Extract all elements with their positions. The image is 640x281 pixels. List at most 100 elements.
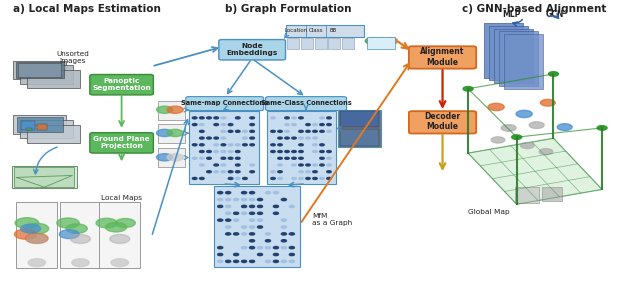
Circle shape [236,137,240,139]
Circle shape [271,177,275,180]
Circle shape [597,126,607,130]
Circle shape [226,233,230,235]
Circle shape [273,219,278,221]
Text: Local Maps: Local Maps [101,195,142,201]
Circle shape [282,219,287,221]
Circle shape [306,117,310,119]
Circle shape [228,124,233,126]
Circle shape [306,124,310,126]
Text: MfM
as a Graph: MfM as a Graph [312,213,353,226]
Circle shape [218,192,223,194]
Circle shape [218,233,223,235]
Circle shape [200,124,204,126]
Circle shape [234,260,239,262]
Circle shape [26,233,48,243]
Circle shape [228,144,233,146]
Circle shape [243,117,247,119]
Circle shape [292,130,296,132]
Circle shape [271,130,275,132]
Circle shape [226,212,230,214]
Circle shape [313,171,317,173]
Circle shape [289,233,294,235]
Bar [342,38,354,49]
Circle shape [257,233,262,235]
Circle shape [299,117,303,119]
Circle shape [273,205,278,208]
Circle shape [278,124,282,126]
Circle shape [320,117,324,119]
Circle shape [306,151,310,153]
Circle shape [299,171,303,173]
Circle shape [214,117,218,119]
Circle shape [207,137,211,139]
Circle shape [193,144,197,146]
Circle shape [271,117,275,119]
Circle shape [257,192,262,194]
Circle shape [257,219,262,221]
Circle shape [243,164,247,166]
Circle shape [228,157,233,159]
Circle shape [257,205,262,208]
Circle shape [374,38,389,44]
Circle shape [289,205,294,208]
Circle shape [236,157,240,159]
Circle shape [226,240,230,242]
Circle shape [488,103,504,111]
Circle shape [306,144,310,146]
Circle shape [226,246,230,249]
Text: Panoptic
Segmentation: Panoptic Segmentation [92,78,151,91]
Bar [340,111,379,127]
Text: Node
Embeddings: Node Embeddings [226,43,278,56]
Circle shape [241,240,246,242]
FancyBboxPatch shape [266,97,347,111]
Bar [158,101,184,119]
Circle shape [241,253,246,256]
Circle shape [292,171,296,173]
Circle shape [266,192,271,194]
Circle shape [15,218,38,228]
Circle shape [243,171,247,173]
Circle shape [266,246,271,249]
Circle shape [234,205,239,208]
Circle shape [200,177,204,180]
Circle shape [226,198,230,201]
Circle shape [226,205,230,208]
Circle shape [218,260,223,262]
Circle shape [327,130,332,132]
Circle shape [273,260,278,262]
Circle shape [273,192,278,194]
Circle shape [228,130,233,132]
Circle shape [292,157,296,159]
Circle shape [320,124,324,126]
Circle shape [327,117,332,119]
Circle shape [214,144,218,146]
Bar [504,34,543,89]
Circle shape [241,246,246,249]
Circle shape [282,226,287,228]
Circle shape [282,260,287,262]
Circle shape [313,157,317,159]
Circle shape [214,151,218,153]
FancyBboxPatch shape [219,40,285,60]
Circle shape [273,233,278,235]
Circle shape [218,212,223,214]
Circle shape [257,253,262,256]
Circle shape [207,130,211,132]
Circle shape [167,129,183,137]
Circle shape [278,117,282,119]
Bar [99,202,140,268]
Circle shape [234,253,239,256]
Circle shape [250,177,255,180]
Circle shape [207,157,211,159]
Circle shape [226,226,230,228]
Bar [15,62,64,78]
Circle shape [226,260,230,262]
Circle shape [491,137,505,143]
Circle shape [266,233,271,235]
Circle shape [327,144,332,146]
Circle shape [306,177,310,180]
Circle shape [207,124,211,126]
Circle shape [193,164,197,166]
Circle shape [228,117,233,119]
Circle shape [266,205,271,208]
